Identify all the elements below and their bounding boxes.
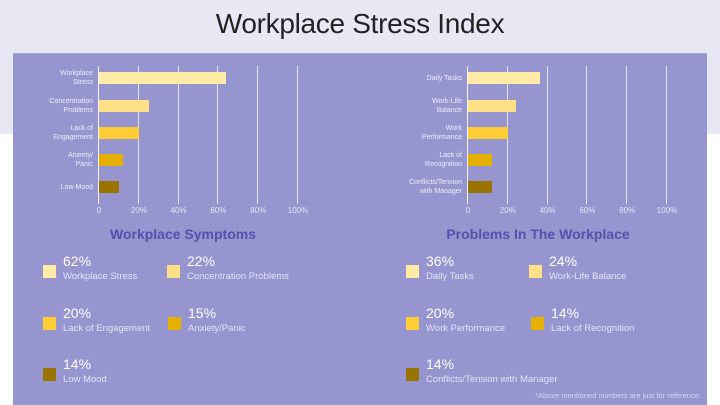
legend-swatch bbox=[529, 265, 542, 278]
bar bbox=[468, 99, 516, 112]
bar bbox=[99, 153, 123, 166]
legend-swatch bbox=[531, 317, 544, 330]
legend-percent: 20% bbox=[426, 305, 455, 321]
category-label: Work-Life Balance bbox=[432, 97, 462, 114]
legend-swatch bbox=[43, 265, 56, 278]
gridline bbox=[217, 66, 219, 204]
legend-percent: 14% bbox=[63, 356, 92, 372]
legend-percent: 62% bbox=[63, 253, 92, 269]
bar bbox=[99, 72, 227, 84]
legend-percent: 15% bbox=[188, 305, 217, 321]
x-tick-label: 20% bbox=[130, 206, 147, 215]
bar bbox=[99, 127, 139, 139]
legend-label: Conflicts/Tension with Manager bbox=[426, 374, 558, 385]
gridline bbox=[98, 66, 99, 204]
workplace-symptoms-chart: 0 20% 40% 60% 80% 100% Workplace Stress Concentr… bbox=[13, 54, 343, 224]
category-label: Conflicts/Tension with Manager bbox=[409, 179, 462, 195]
legend-swatch bbox=[168, 317, 181, 330]
x-tick-label: 100% bbox=[287, 206, 309, 215]
legend-label: Daily Tasks bbox=[426, 271, 474, 282]
legend-label: Lack of Recognition bbox=[551, 323, 635, 334]
legend-label: Work Performance bbox=[426, 323, 506, 334]
legend-percent: 22% bbox=[187, 253, 216, 269]
x-tick-label: 80% bbox=[250, 206, 267, 215]
x-tick-label: 60% bbox=[210, 206, 227, 215]
legend-label: Concentration Problems bbox=[187, 271, 289, 282]
bar bbox=[468, 181, 492, 193]
gridline bbox=[586, 66, 588, 204]
legend-label: Low Mood bbox=[63, 374, 107, 385]
bar bbox=[468, 153, 492, 166]
section-title-problems: Problems In The Workplace bbox=[446, 226, 630, 242]
category-label: Workplace Stress bbox=[60, 70, 93, 86]
legend-percent: 14% bbox=[551, 305, 580, 321]
bar bbox=[468, 127, 508, 139]
section-title-symptoms: Workplace Symptoms bbox=[109, 226, 256, 242]
legend-percent: 14% bbox=[426, 356, 455, 372]
legend-swatch bbox=[167, 265, 180, 278]
legend-swatch bbox=[406, 317, 419, 330]
gridline bbox=[467, 66, 468, 204]
category-label: Anxiety/Panic bbox=[68, 151, 93, 168]
bar bbox=[468, 72, 540, 84]
category-label: Low Mood bbox=[60, 183, 93, 191]
legend-percent: 24% bbox=[549, 253, 578, 269]
x-tick-label: 60% bbox=[579, 206, 596, 215]
x-tick-label: 0 bbox=[465, 206, 471, 215]
x-tick-label: 40% bbox=[539, 206, 556, 215]
x-tick-label: 40% bbox=[170, 206, 187, 215]
footnote: *Above mentioned numbers are just for re… bbox=[535, 391, 701, 400]
bar bbox=[99, 181, 119, 193]
legend-label: Work-Life Balance bbox=[549, 271, 627, 282]
gridline bbox=[546, 66, 548, 204]
category-label: Daily Tasks bbox=[426, 74, 462, 82]
category-label: Concentration Problems bbox=[49, 97, 93, 114]
legend-percent: 36% bbox=[426, 253, 455, 269]
content-panel: 0 20% 40% 60% 80% 100% Workplace Stress Concentr… bbox=[13, 53, 707, 405]
gridline bbox=[257, 66, 259, 204]
legend-percent: 20% bbox=[63, 305, 92, 321]
gridline bbox=[177, 66, 179, 204]
gridline bbox=[297, 66, 298, 204]
legend-swatch bbox=[406, 265, 419, 278]
x-tick-label: 0 bbox=[96, 206, 102, 215]
legend-label: Workplace Stress bbox=[63, 271, 138, 282]
x-tick-label: 80% bbox=[619, 206, 636, 215]
bar bbox=[99, 99, 149, 112]
legend-swatch bbox=[406, 368, 419, 381]
legend-label: Lack of Engagement bbox=[63, 323, 151, 334]
legend-swatch bbox=[43, 368, 56, 381]
legend-label: Anxiety/Panic bbox=[188, 323, 246, 334]
legend-swatch bbox=[43, 317, 56, 330]
gridline bbox=[666, 66, 667, 204]
category-label: Lack of Engagement bbox=[53, 125, 93, 141]
page-title: Workplace Stress Index bbox=[215, 8, 505, 39]
gridline bbox=[626, 66, 628, 204]
x-tick-label: 20% bbox=[499, 206, 516, 215]
x-tick-label: 100% bbox=[656, 206, 678, 215]
category-label: Lack of Recognition bbox=[425, 151, 462, 168]
category-label: Work Performance bbox=[421, 125, 462, 141]
workplace-problems-chart: 0 20% 40% 60% 80% 100% Daily Tasks Work-Life Bal… bbox=[383, 54, 707, 224]
